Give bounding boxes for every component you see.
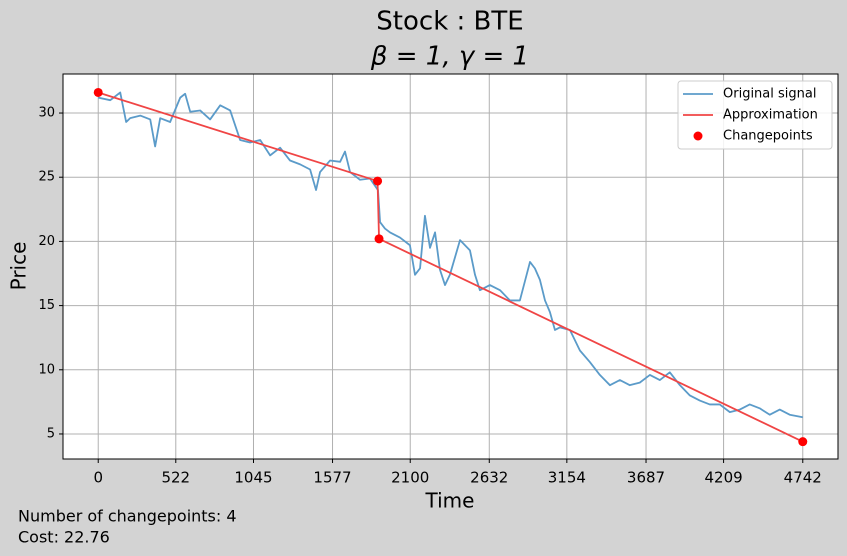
x-tick-label: 2100	[391, 469, 429, 487]
legend-symbol	[693, 131, 703, 141]
x-tick-label: 4742	[784, 469, 822, 487]
plot-frame	[62, 73, 839, 460]
point	[93, 87, 103, 97]
x-tick-label: 2632	[470, 469, 508, 487]
x-axis-label: Time	[425, 489, 475, 513]
y-tick-label: 25	[38, 170, 55, 185]
legend: Original signal Approximation Changepoints	[677, 80, 833, 150]
x-tick-label: 3154	[548, 469, 586, 487]
x-tick-label: 3687	[627, 469, 665, 487]
annotation: Cost: 22.76	[18, 528, 110, 547]
marks	[93, 87, 808, 447]
legend-label: Original signal	[723, 87, 816, 102]
y-tick-label: 30	[38, 106, 55, 121]
chart-title: Stock : BTE	[376, 7, 523, 37]
series-line	[98, 91, 803, 419]
y-tick-label: 20	[38, 234, 55, 249]
annotation: Number of changepoints: 4	[18, 507, 237, 526]
y-tick-label: 5	[47, 426, 55, 441]
x-tick-label: 1577	[313, 469, 351, 487]
chart-subtitle: β = 1, γ = 1	[370, 42, 529, 72]
point	[798, 437, 808, 447]
legend-label: Changepoints	[723, 129, 813, 144]
x-tick-label: 522	[161, 469, 190, 487]
legend-box	[677, 80, 833, 150]
y-tick-label: 10	[38, 362, 55, 377]
x-tick-label: 0	[93, 469, 103, 487]
y-tick-label: 15	[38, 298, 55, 313]
x-tick-label: 4209	[704, 469, 742, 487]
series-line	[97, 91, 804, 443]
y-axis-label: Price	[7, 242, 31, 291]
x-tick-label: 1045	[234, 469, 272, 487]
point	[373, 176, 383, 186]
point	[374, 234, 384, 244]
legend-label: Approximation	[723, 108, 818, 123]
